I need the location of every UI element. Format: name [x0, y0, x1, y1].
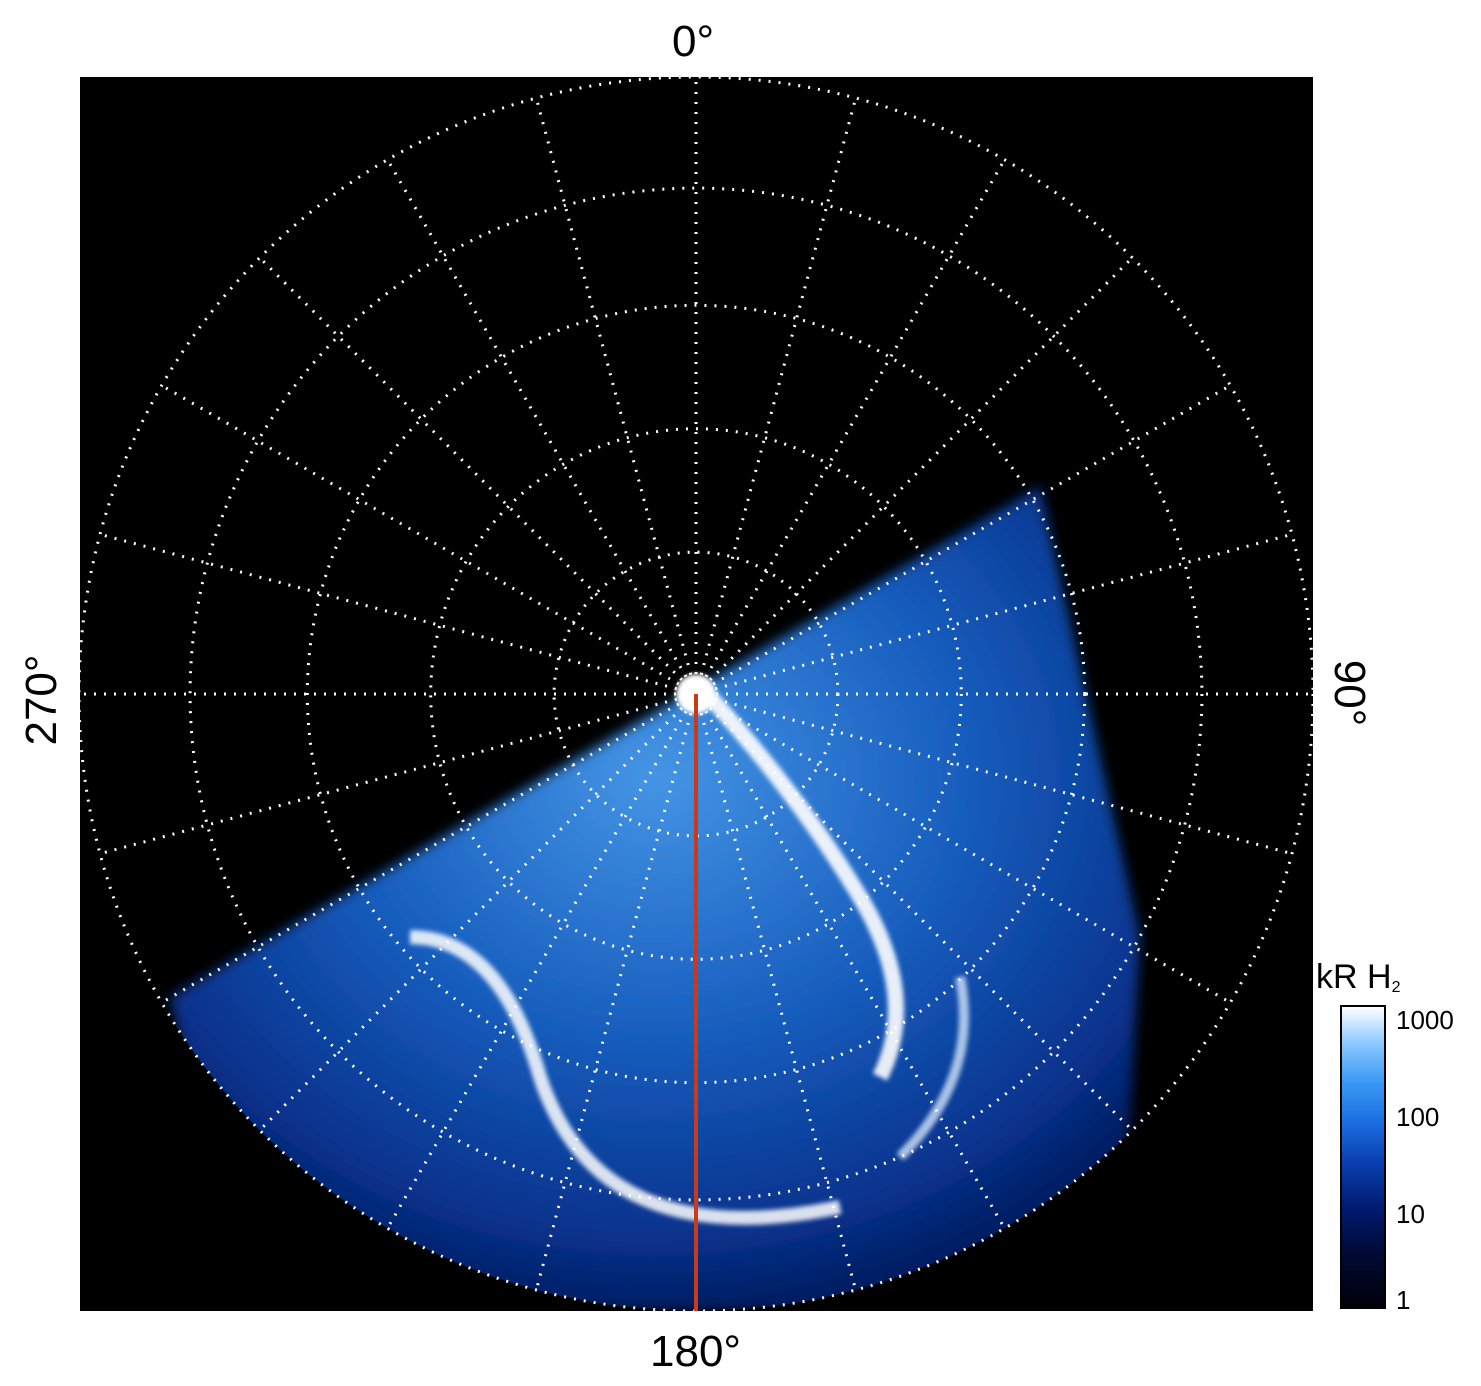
polar-plot: [80, 77, 1313, 1311]
colorbar-title: kR H2: [1316, 958, 1400, 997]
colorbar: [1340, 1005, 1386, 1309]
meridian-line: [99, 532, 697, 696]
auroral-emission: [170, 487, 1140, 1311]
colorbar-title-subscript: 2: [1391, 979, 1401, 996]
meridian-line: [694, 97, 858, 695]
longitude-label-bottom: 180°: [650, 1327, 742, 1376]
colorbar-tick-label: 100: [1396, 1102, 1440, 1132]
colorbar-tick-label: 10: [1396, 1199, 1425, 1229]
meridian-line: [258, 256, 698, 696]
colorbar-tick-label: 1000: [1396, 1005, 1454, 1035]
longitude-label-top: 0°: [672, 17, 715, 66]
latitude-ring: [429, 427, 963, 961]
colorbar-tick-label: 1: [1396, 1285, 1411, 1315]
longitude-label-right: 90°: [1325, 659, 1374, 727]
meridian-line: [386, 158, 698, 695]
latitude-ring: [188, 186, 1204, 1202]
meridian-line: [534, 97, 698, 695]
meridian-line: [160, 384, 697, 696]
polar-projection-image: [80, 77, 1313, 1311]
longitude-label-left: 270°: [17, 654, 66, 746]
colorbar-title-text: kR H: [1316, 958, 1392, 996]
